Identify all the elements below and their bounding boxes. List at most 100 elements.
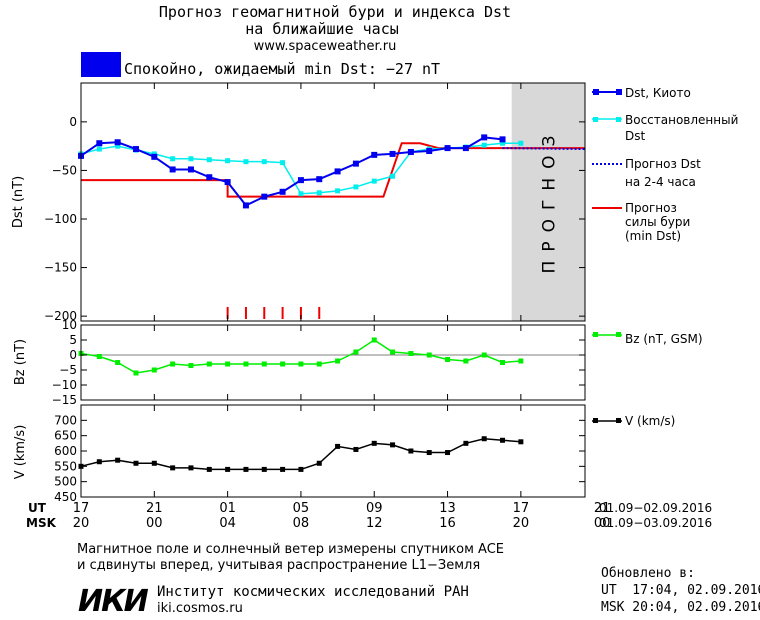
- speed-point: [115, 457, 121, 463]
- msk-tick-label: 00: [146, 516, 163, 531]
- bz-ytick-label: 0: [69, 348, 77, 362]
- dst-kyoto-point: [242, 202, 249, 209]
- legend-dst-forecast: Прогноз Dst на 2-4 часа: [592, 157, 701, 189]
- bz-point: [353, 349, 359, 355]
- legend-dst-kyoto-label: Dst, Киото: [625, 86, 691, 100]
- msk-tick-label: 20: [73, 516, 90, 531]
- reconstructed-dst-point: [481, 142, 487, 148]
- bz-line: [80, 339, 521, 374]
- dst-kyoto-point: [151, 153, 158, 160]
- bz-point: [518, 358, 524, 364]
- time-axis: UT MSK 17 21 01 05 09 13 17 21 20 00 04 08 12 16 20 00…: [26, 501, 712, 531]
- reconstructed-dst-point: [390, 173, 396, 179]
- reconstructed-dst-point: [335, 188, 341, 194]
- speed-point: [133, 460, 139, 466]
- bz-ytick-label: −10: [52, 378, 77, 392]
- dst-kyoto-point: [407, 148, 414, 155]
- speed-point: [243, 466, 249, 472]
- speed-point: [481, 436, 487, 442]
- ut-tick-label: 21: [146, 501, 163, 516]
- dst-kyoto-point: [334, 168, 341, 175]
- bz-point: [151, 367, 157, 373]
- speed-point: [426, 450, 432, 456]
- dst-kyoto-point: [426, 148, 433, 154]
- iki-logo: ИКИ: [78, 584, 149, 619]
- msk-date-range: 01.09−03.09.2016: [599, 516, 712, 530]
- reconstructed-dst-point: [353, 184, 359, 190]
- bz-point: [298, 361, 304, 367]
- reconstructed-dst-point: [298, 191, 304, 197]
- dst-panel: ПРОГНОЗ 0 −50 −100 −150 −200 Dst (nT): [11, 82, 586, 323]
- speed-point: [500, 437, 506, 443]
- reconstructed-dst-point: [280, 160, 286, 166]
- speed-ytick-label: 650: [54, 429, 77, 443]
- legend-reconstructed-dst: Восстановленный Dst: [592, 113, 738, 143]
- bz-point: [445, 357, 451, 362]
- status-swatch: [81, 52, 121, 77]
- reconstructed-dst-point: [96, 146, 102, 152]
- legend-storm-forecast-line2: силы бури: [625, 215, 690, 229]
- bz-ytick-label: 5: [69, 333, 77, 347]
- legend-speed-label: V (km/s): [625, 414, 675, 428]
- ut-tick-label: 17: [73, 501, 90, 516]
- bz-point: [426, 352, 432, 358]
- bz-point: [371, 337, 377, 343]
- updated-ut: UT 17:04, 02.09.2016: [601, 583, 760, 598]
- reconstructed-dst-point: [115, 143, 121, 149]
- dst-kyoto-point: [261, 193, 268, 200]
- msk-axis-label: MSK: [26, 516, 57, 530]
- dst-kyoto-point: [297, 177, 304, 184]
- ut-date-range: 01.09−02.09.2016: [599, 501, 712, 515]
- legend-dst-forecast-line2: на 2-4 часа: [625, 175, 696, 189]
- msk-tick-label: 20: [513, 516, 530, 531]
- reconstructed-dst-point: [243, 159, 249, 165]
- dst-kyoto-point: [371, 151, 378, 158]
- title-line1: Прогноз геомагнитной бури и индекса Dst: [159, 3, 511, 21]
- speed-point: [353, 446, 359, 452]
- bz-axis-label: Bz (nT): [13, 339, 28, 385]
- reconstructed-dst-point: [518, 140, 524, 146]
- dst-kyoto-point: [389, 150, 396, 157]
- msk-tick-label: 16: [439, 516, 456, 531]
- speed-point: [316, 460, 322, 466]
- measurement-note-line1: Магнитное поле и солнечный ветер измерен…: [77, 542, 504, 557]
- ut-axis-label: UT: [28, 501, 47, 515]
- ut-tick-label: 09: [366, 501, 383, 516]
- dst-kyoto-point: [499, 136, 506, 143]
- reconstructed-dst-point: [261, 159, 267, 165]
- institute-site-link[interactable]: iki.cosmos.ru: [157, 601, 243, 616]
- dst-ytick-label: −150: [44, 261, 77, 275]
- bz-plot-frame: [80, 324, 586, 401]
- speed-point: [170, 465, 176, 471]
- website-link[interactable]: www.spaceweather.ru: [254, 39, 397, 54]
- legend-bz: Bz (nT, GSM): [592, 332, 703, 346]
- reconstructed-dst-point: [371, 178, 377, 184]
- reconstructed-dst-point: [500, 140, 506, 146]
- speed-point: [280, 466, 286, 472]
- speed-point: [206, 466, 212, 472]
- forecast-region: [511, 83, 585, 321]
- dst-kyoto-point: [132, 146, 139, 153]
- legend-reconstructed-dst-line1: Восстановленный: [625, 113, 738, 127]
- reconstructed-dst-point: [225, 158, 231, 164]
- speed-point: [445, 450, 451, 456]
- speed-point: [151, 460, 157, 466]
- dst-kyoto-point: [481, 134, 488, 141]
- dst-kyoto-point: [187, 166, 194, 173]
- legend-bz-label: Bz (nT, GSM): [625, 332, 703, 346]
- bz-point: [188, 363, 194, 368]
- bz-point: [206, 361, 212, 367]
- speed-ytick-label: 550: [54, 459, 77, 473]
- bz-point: [463, 358, 469, 364]
- bz-point: [115, 360, 121, 365]
- dst-kyoto-point: [444, 145, 451, 152]
- speed-point: [390, 442, 396, 448]
- speed-point: [518, 439, 524, 445]
- ut-tick-label: 21: [594, 501, 611, 516]
- dst-kyoto-point: [114, 139, 121, 146]
- legend: Dst, Киото Восстановленный Dst Прогноз D…: [592, 86, 738, 428]
- speed-point: [408, 448, 414, 454]
